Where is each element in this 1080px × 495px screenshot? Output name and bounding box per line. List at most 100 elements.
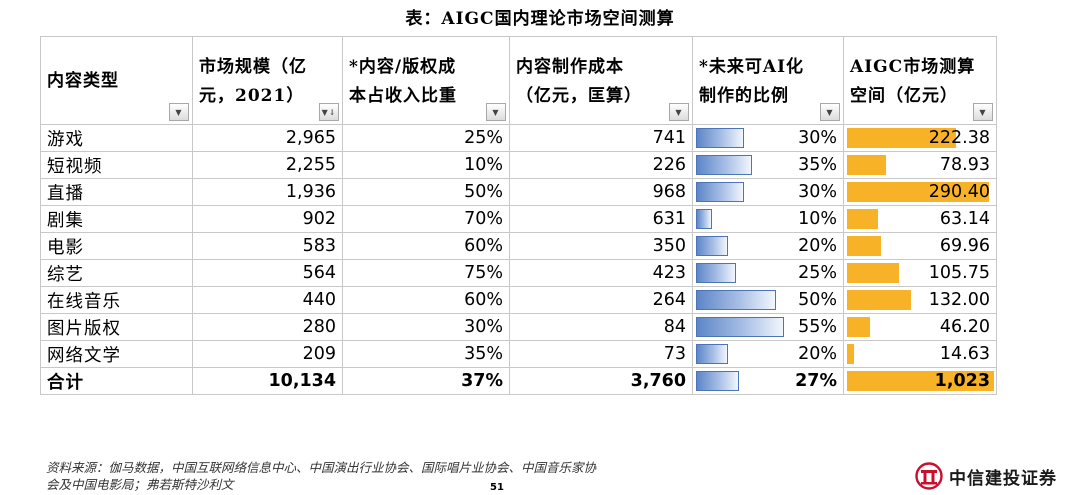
header-line: 市场规模（亿 (199, 57, 307, 77)
category-cell: 游戏 (40, 124, 193, 152)
table-row: 在线音乐 440 60% 264 50% 132.00 (40, 286, 997, 314)
cost-ratio-cell: 10% (342, 151, 510, 179)
market-size-cell: 440 (192, 286, 343, 314)
table-row: 综艺 564 75% 423 25% 105.75 (40, 259, 997, 287)
market-size-cell: 10,134 (192, 367, 343, 395)
header-aigc-space: AIGC市场测算 空间（亿元） ▼ (843, 36, 997, 125)
aigc-space-value: 14.63 (939, 344, 990, 364)
ai-ratio-cell: 55% (692, 313, 844, 341)
filter-dropdown-icon[interactable]: ▼ (169, 103, 189, 121)
sort-descending-icon[interactable]: ▼↓ (319, 103, 339, 121)
table-row: 游戏 2,965 25% 741 30% 222.38 (40, 124, 997, 152)
table-title: 表：AIGC国内理论市场空间测算 (405, 9, 675, 29)
aigc-space-value: 69.96 (939, 236, 990, 256)
company-logo: 中信建投证券 (915, 462, 1057, 490)
aigc-space-data-bar (847, 290, 911, 310)
market-size-cell: 583 (192, 232, 343, 260)
production-cost-cell: 741 (509, 124, 693, 152)
header-category-label: 内容类型 (47, 71, 119, 91)
category-cell: 合计 (40, 367, 193, 395)
table-row: 电影 583 60% 350 20% 69.96 (40, 232, 997, 260)
aigc-space-data-bar (847, 344, 854, 364)
header-line: *未来可AI化 (699, 57, 805, 77)
aigc-space-data-bar (847, 263, 899, 283)
ai-ratio-cell: 30% (692, 178, 844, 206)
aigc-space-data-bar (847, 128, 956, 148)
ai-ratio-data-bar (696, 209, 712, 229)
category-cell: 剧集 (40, 205, 193, 233)
ai-ratio-data-bar (696, 344, 728, 364)
production-cost-cell: 631 (509, 205, 693, 233)
aigc-space-value: 1,023 (934, 371, 990, 391)
ai-ratio-value: 35% (798, 155, 837, 175)
ai-ratio-value: 50% (798, 290, 837, 310)
cost-ratio-cell: 30% (342, 313, 510, 341)
table-body: 游戏 2,965 25% 741 30% 222.38 短视频 2,255 10% 226 35% 7… (40, 124, 997, 395)
market-size-cell: 902 (192, 205, 343, 233)
ai-ratio-cell: 20% (692, 340, 844, 368)
market-size-cell: 1,936 (192, 178, 343, 206)
category-cell: 图片版权 (40, 313, 193, 341)
category-cell: 网络文学 (40, 340, 193, 368)
filter-dropdown-icon[interactable]: ▼ (486, 103, 506, 121)
header-line: AIGC市场测算 (850, 57, 976, 77)
aigc-space-cell: 290.40 (843, 178, 997, 206)
table-row: 图片版权 280 30% 84 55% 46.20 (40, 313, 997, 341)
ai-ratio-value: 20% (798, 344, 837, 364)
header-line: 制作的比例 (699, 86, 789, 106)
ai-ratio-cell: 30% (692, 124, 844, 152)
header-line: 本占收入比重 (349, 86, 457, 106)
category-cell: 电影 (40, 232, 193, 260)
filter-dropdown-icon[interactable]: ▼ (820, 103, 840, 121)
ai-ratio-cell: 35% (692, 151, 844, 179)
aigc-space-cell: 69.96 (843, 232, 997, 260)
page-number: 51 (490, 482, 504, 493)
category-cell: 在线音乐 (40, 286, 193, 314)
citic-logo-icon (915, 462, 943, 490)
company-name: 中信建投证券 (949, 468, 1057, 489)
ai-ratio-value: 10% (798, 209, 837, 229)
header-cost-ratio: *内容/版权成 本占收入比重 ▼ (342, 36, 510, 125)
source-line: 会及中国电影局；弗若斯特沙利文 (46, 477, 234, 492)
aigc-space-cell: 222.38 (843, 124, 997, 152)
cost-ratio-cell: 60% (342, 232, 510, 260)
category-cell: 短视频 (40, 151, 193, 179)
market-table: 内容类型 ▼ 市场规模（亿 元，2021） ▼↓ *内容/版权成 本占收入比重 … (40, 36, 997, 395)
header-line: 内容制作成本 (516, 57, 624, 77)
ai-ratio-value: 30% (798, 128, 837, 148)
table-row: 网络文学 209 35% 73 20% 14.63 (40, 340, 997, 368)
cost-ratio-cell: 37% (342, 367, 510, 395)
header-market-size: 市场规模（亿 元，2021） ▼↓ (192, 36, 343, 125)
aigc-space-cell: 63.14 (843, 205, 997, 233)
aigc-space-value: 78.93 (939, 155, 990, 175)
aigc-space-cell: 78.93 (843, 151, 997, 179)
table-row: 短视频 2,255 10% 226 35% 78.93 (40, 151, 997, 179)
aigc-space-data-bar (847, 209, 878, 229)
ai-ratio-cell: 20% (692, 232, 844, 260)
production-cost-cell: 3,760 (509, 367, 693, 395)
production-cost-cell: 968 (509, 178, 693, 206)
cost-ratio-cell: 75% (342, 259, 510, 287)
header-line: 空间（亿元） (850, 86, 958, 106)
aigc-space-cell: 105.75 (843, 259, 997, 287)
filter-dropdown-icon[interactable]: ▼ (669, 103, 689, 121)
ai-ratio-data-bar (696, 263, 736, 283)
table-row: 剧集 902 70% 631 10% 63.14 (40, 205, 997, 233)
filter-dropdown-icon[interactable]: ▼ (973, 103, 993, 121)
ai-ratio-data-bar (696, 371, 739, 391)
market-size-cell: 209 (192, 340, 343, 368)
table-row: 直播 1,936 50% 968 30% 290.40 (40, 178, 997, 206)
aigc-space-value: 105.75 (928, 263, 990, 283)
production-cost-cell: 423 (509, 259, 693, 287)
production-cost-cell: 226 (509, 151, 693, 179)
cost-ratio-cell: 70% (342, 205, 510, 233)
aigc-space-value: 132.00 (928, 290, 990, 310)
header-production-cost: 内容制作成本 （亿元，匡算） ▼ (509, 36, 693, 125)
aigc-space-value: 222.38 (928, 128, 990, 148)
ai-ratio-data-bar (696, 128, 744, 148)
aigc-space-data-bar (847, 371, 994, 391)
production-cost-cell: 350 (509, 232, 693, 260)
ai-ratio-cell: 25% (692, 259, 844, 287)
header-line: *内容/版权成 (349, 57, 457, 77)
aigc-space-cell: 1,023 (843, 367, 997, 395)
